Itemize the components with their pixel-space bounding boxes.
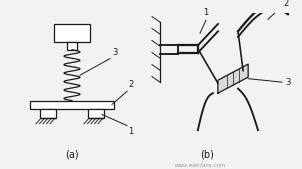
Text: 1: 1: [203, 8, 209, 17]
Text: 3: 3: [112, 48, 117, 57]
Bar: [67, 42, 77, 50]
Polygon shape: [218, 64, 248, 93]
Bar: [54, 24, 90, 42]
Text: (a): (a): [65, 150, 79, 160]
Bar: [30, 101, 114, 109]
Text: 3: 3: [285, 78, 291, 87]
Text: www.elecfans.com: www.elecfans.com: [174, 163, 226, 167]
Text: 1: 1: [128, 127, 133, 136]
Bar: [40, 109, 56, 118]
Bar: [88, 109, 104, 118]
Text: (b): (b): [200, 150, 214, 160]
Text: 2: 2: [283, 0, 288, 8]
Text: 2: 2: [128, 80, 133, 89]
